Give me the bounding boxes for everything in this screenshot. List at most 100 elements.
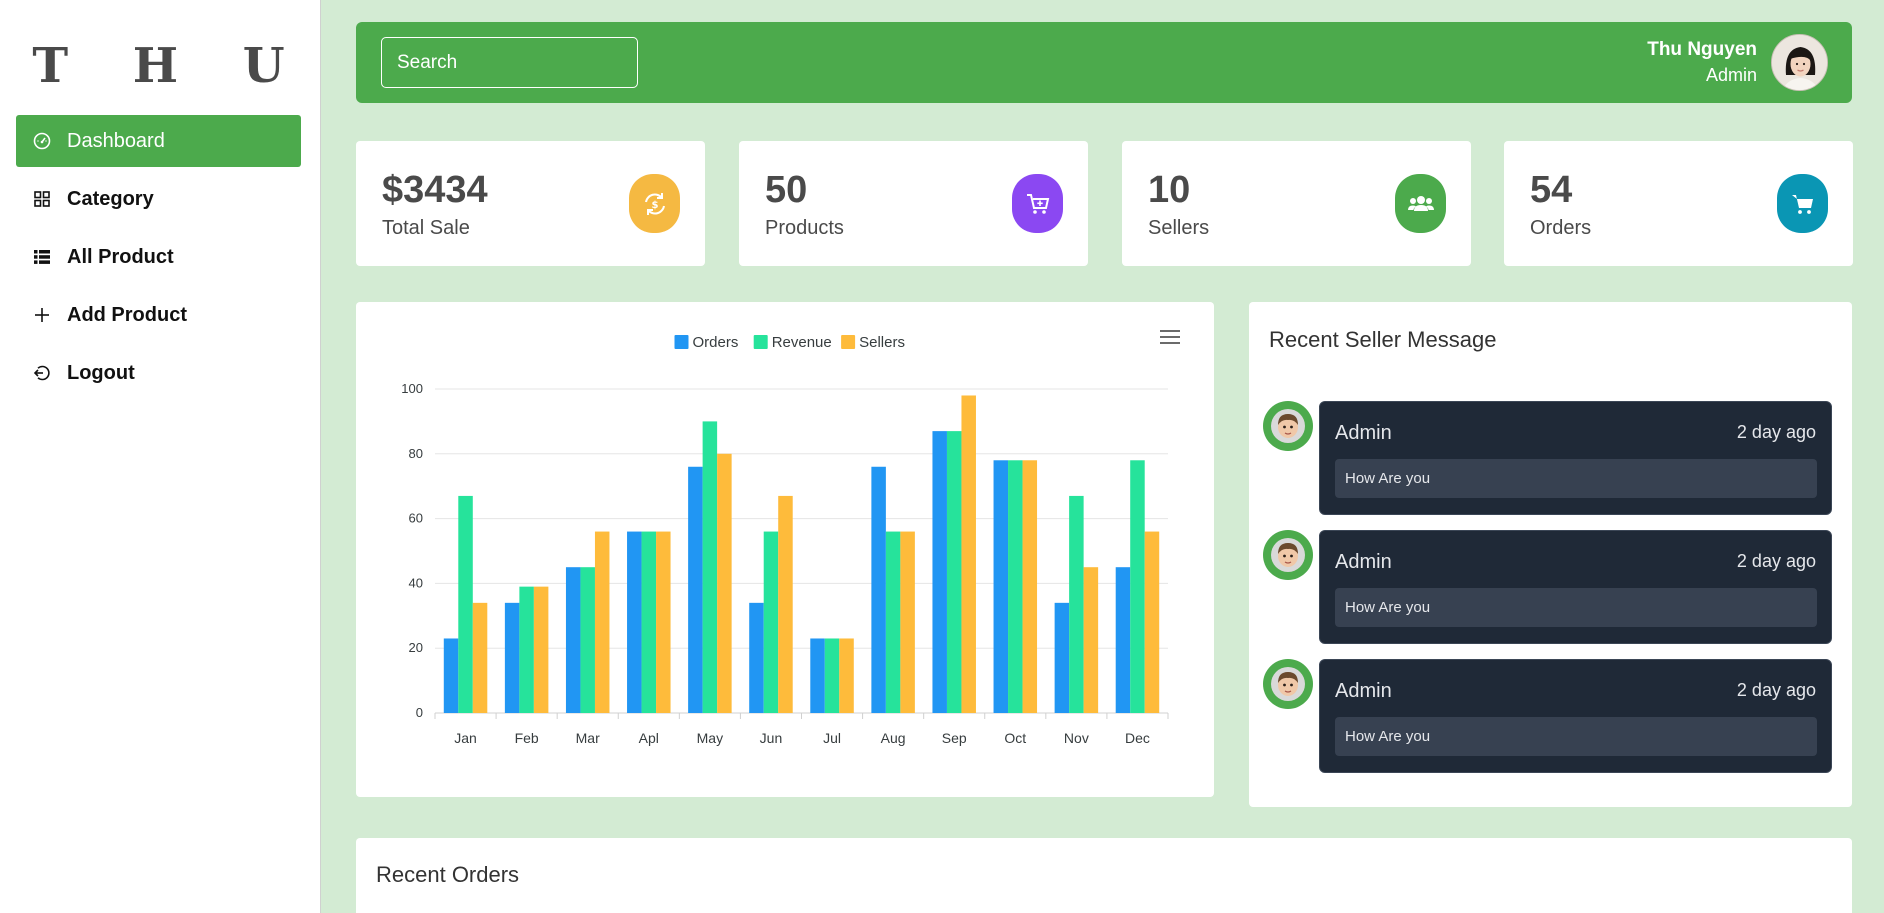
bar-sellers bbox=[778, 495, 793, 713]
cart-icon bbox=[1777, 174, 1828, 233]
stat-value: 10 bbox=[1148, 169, 1191, 211]
bar-orders bbox=[1115, 567, 1131, 713]
list-icon bbox=[33, 248, 51, 266]
panel-title: Recent Seller Message bbox=[1269, 327, 1497, 352]
logout-icon bbox=[33, 364, 51, 382]
bar-revenue bbox=[763, 531, 779, 713]
message-bubble: Admin 2 day ago How Are you bbox=[1319, 530, 1832, 644]
search-input[interactable] bbox=[381, 37, 638, 88]
message-time: 2 day ago bbox=[1736, 680, 1816, 700]
avatar bbox=[1263, 401, 1313, 451]
stat-label: Total Sale bbox=[382, 217, 470, 239]
bar-sellers bbox=[900, 531, 915, 713]
x-tick-label: Jan bbox=[454, 730, 477, 746]
bar-sellers bbox=[717, 453, 732, 713]
y-tick-label: 40 bbox=[409, 575, 423, 590]
bar-revenue bbox=[1130, 460, 1145, 713]
message-sender: Admin bbox=[1335, 551, 1392, 573]
plus-icon bbox=[33, 306, 51, 324]
bar-chart: 0 20 40 60 80 100 Jan Feb Mar Apl May Jun Jul Aug Sep O… bbox=[401, 334, 1169, 746]
bar-orders bbox=[749, 602, 764, 713]
x-tick-label: Jun bbox=[760, 730, 783, 746]
bar-orders bbox=[627, 531, 642, 713]
recent-messages-panel: Recent Seller Message Admin 2 day ago Ho… bbox=[1249, 302, 1852, 807]
bar-orders bbox=[993, 460, 1009, 713]
message-item[interactable]: Admin 2 day ago How Are you bbox=[1263, 659, 1838, 773]
legend-label: Revenue bbox=[772, 334, 832, 351]
sidebar-item-label: All Product bbox=[67, 245, 174, 268]
y-tick-label: 80 bbox=[409, 446, 423, 461]
grid-icon bbox=[33, 190, 51, 208]
svg-text:$: $ bbox=[651, 200, 658, 211]
sidebar-item-label: Category bbox=[67, 187, 154, 210]
stat-label: Products bbox=[765, 217, 844, 239]
legend-label: Orders bbox=[693, 334, 739, 351]
stat-card-sellers: 10 Sellers bbox=[1122, 141, 1471, 266]
legend-swatch-sellers bbox=[841, 335, 856, 349]
x-tick-label: Feb bbox=[515, 730, 539, 746]
y-tick-label: 0 bbox=[416, 705, 423, 720]
stat-card-orders: 54 Orders bbox=[1504, 141, 1853, 266]
bar-orders bbox=[810, 638, 825, 713]
y-tick-label: 20 bbox=[409, 640, 423, 655]
message-text: How Are you bbox=[1335, 459, 1817, 498]
legend-swatch-orders bbox=[674, 335, 689, 349]
sidebar-nav: Dashboard Category All Product Add Produ… bbox=[16, 115, 301, 405]
bar-revenue bbox=[946, 431, 962, 713]
stat-card-products: 50 Products bbox=[739, 141, 1088, 266]
sidebar-item-add-product[interactable]: Add Product bbox=[16, 289, 301, 341]
bar-revenue bbox=[702, 421, 718, 713]
x-tick-label: Mar bbox=[576, 730, 600, 746]
message-text: How Are you bbox=[1335, 717, 1817, 756]
stat-value: 50 bbox=[765, 169, 808, 211]
user-profile[interactable]: Thu Nguyen Admin bbox=[1647, 34, 1828, 91]
message-text: How Are you bbox=[1335, 588, 1817, 627]
avatar bbox=[1263, 659, 1313, 709]
bar-sellers bbox=[1144, 531, 1160, 713]
bar-sellers bbox=[961, 395, 976, 713]
x-tick-label: Nov bbox=[1064, 730, 1089, 746]
x-tick-label: Apl bbox=[639, 730, 659, 746]
sidebar-item-label: Dashboard bbox=[67, 129, 165, 152]
bar-revenue bbox=[580, 567, 595, 713]
bar-orders bbox=[688, 466, 703, 713]
users-icon bbox=[1395, 174, 1446, 233]
gauge-icon bbox=[33, 132, 51, 150]
x-tick-label: Oct bbox=[1004, 730, 1026, 746]
bar-sellers bbox=[1083, 567, 1099, 713]
bar-orders bbox=[443, 638, 459, 713]
x-tick-label: Dec bbox=[1125, 730, 1150, 746]
bar-revenue bbox=[458, 495, 473, 713]
sidebar-item-all-product[interactable]: All Product bbox=[16, 231, 301, 283]
sidebar-item-logout[interactable]: Logout bbox=[16, 347, 301, 399]
stat-value: 54 bbox=[1530, 169, 1573, 211]
menu-icon[interactable] bbox=[1159, 328, 1181, 346]
legend-swatch-revenue bbox=[753, 335, 768, 349]
bar-orders bbox=[932, 431, 947, 713]
cart-plus-icon bbox=[1012, 174, 1063, 233]
avatar[interactable] bbox=[1771, 34, 1828, 91]
sidebar-item-dashboard[interactable]: Dashboard bbox=[16, 115, 301, 167]
message-item[interactable]: Admin 2 day ago How Are you bbox=[1263, 530, 1838, 644]
sidebar: T H U Dashboard Category All Product Add… bbox=[0, 0, 321, 913]
stat-label: Orders bbox=[1530, 217, 1592, 239]
sidebar-item-category[interactable]: Category bbox=[16, 173, 301, 225]
message-time: 2 day ago bbox=[1736, 422, 1816, 442]
x-tick-label: May bbox=[697, 730, 723, 746]
message-bubble: Admin 2 day ago How Are you bbox=[1319, 401, 1832, 515]
message-item[interactable]: Admin 2 day ago How Are you bbox=[1263, 401, 1838, 515]
message-sender: Admin bbox=[1335, 422, 1392, 444]
x-tick-label: Jul bbox=[823, 730, 841, 746]
sidebar-item-label: Logout bbox=[67, 361, 135, 384]
bar-sellers bbox=[472, 602, 488, 713]
bar-sellers bbox=[533, 586, 549, 713]
avatar bbox=[1263, 530, 1313, 580]
chart-panel: 0 20 40 60 80 100 Jan Feb Mar Apl May Jun Jul Aug Sep O… bbox=[356, 302, 1214, 797]
bar-revenue bbox=[519, 586, 534, 713]
user-info: Thu Nguyen Admin bbox=[1647, 39, 1757, 86]
bar-orders bbox=[565, 567, 581, 713]
bar-revenue bbox=[824, 638, 840, 713]
bar-revenue bbox=[1008, 460, 1023, 713]
bar-revenue bbox=[641, 531, 657, 713]
user-name: Thu Nguyen bbox=[1647, 39, 1757, 60]
